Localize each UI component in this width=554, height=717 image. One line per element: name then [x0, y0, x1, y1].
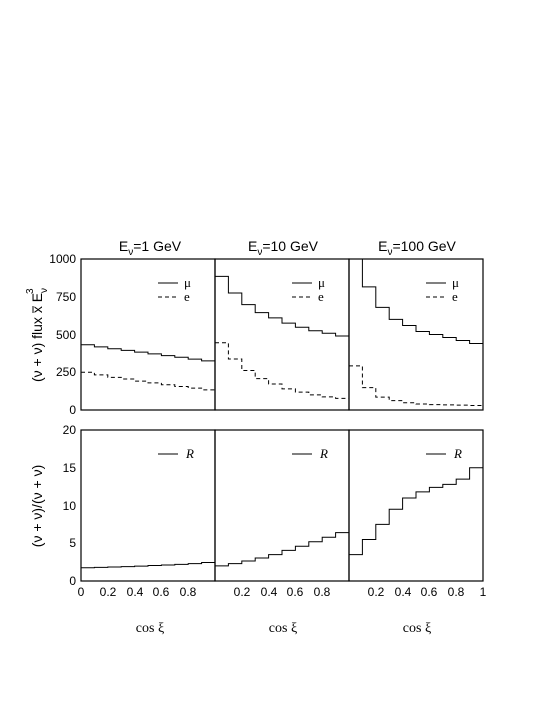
x-tick-label: 0.2	[368, 585, 385, 599]
frame-top-3	[348, 258, 484, 411]
x-tick-label: 0.6	[421, 585, 438, 599]
frame-bottom-1	[80, 429, 216, 582]
x-tick-label: 0.8	[448, 585, 465, 599]
x-tick-label: 0.2	[234, 585, 251, 599]
y-axis-label-top: (ν + ν) flux x Eν3	[25, 288, 50, 382]
y-tick-label: 1000	[49, 252, 76, 266]
frame-bottom-2	[214, 429, 350, 582]
plot-area-top-2	[215, 275, 350, 400]
series-line-μ	[349, 258, 484, 345]
series-line-μ	[81, 344, 216, 362]
x-tick-label: 0.8	[314, 585, 331, 599]
x-axis-label-2: cos ξ	[269, 621, 297, 636]
panel-title-1: Eν=1 GeV	[119, 238, 182, 258]
x-tick-label: 0.4	[127, 585, 144, 599]
y-tick-label: 0	[69, 574, 76, 588]
x-tick-label: 0.4	[395, 585, 412, 599]
legend-top-3: μ e	[426, 275, 459, 304]
panel-title-3: Eν=100 GeV	[378, 238, 456, 258]
legend-label-e: e	[452, 289, 458, 304]
y-tick-label: 20	[63, 423, 77, 437]
y-tick-label: 250	[56, 365, 76, 379]
series-line-R	[215, 531, 350, 567]
plot-area-top-1	[81, 344, 216, 391]
x-axis-label-3: cos ξ	[403, 621, 431, 636]
x-ticks-panel-1: 0 0.2 0.4 0.6 0.8	[78, 585, 197, 599]
legend-label-mu: μ	[318, 275, 325, 290]
x-ticks-panel-3: 0.2 0.4 0.6 0.8 1	[368, 585, 487, 599]
legend-label-e: e	[184, 289, 190, 304]
plot-area-top-3	[349, 258, 484, 406]
frame-top-2	[214, 258, 350, 411]
frame-top-1	[80, 258, 216, 411]
x-tick-label: 1	[480, 585, 487, 599]
y-tick-label: 5	[69, 536, 76, 550]
x-tick-label: 0.2	[100, 585, 117, 599]
y-tick-label: 10	[63, 499, 77, 513]
x-tick-label: 0.6	[287, 585, 304, 599]
plot-area-bottom-2	[215, 531, 350, 567]
frame-bottom-3	[348, 429, 484, 582]
y-tick-label: 15	[63, 461, 77, 475]
legend-label-e: e	[318, 289, 324, 304]
series-line-e	[349, 365, 484, 406]
legend-label-mu: μ	[184, 275, 191, 290]
legend-bottom-1: R	[158, 446, 194, 461]
legend-top-2: μ e	[292, 275, 325, 304]
plot-area-bottom-1	[81, 562, 216, 569]
panel-title-2: Eν=10 GeV	[248, 238, 319, 258]
series-line-e	[81, 371, 216, 391]
plot-area-bottom-3	[349, 467, 483, 556]
y-ticks-bottom: 0 5 10 15 20	[63, 423, 77, 588]
legend-bottom-3: R	[426, 446, 462, 461]
legend-label-r: R	[453, 446, 462, 461]
legend-label-mu: μ	[452, 275, 459, 290]
series-line-R	[349, 467, 483, 556]
frames	[80, 258, 484, 582]
series-line-e	[215, 342, 350, 400]
x-tick-label: 0.6	[153, 585, 170, 599]
y-tick-label: 750	[56, 290, 76, 304]
x-ticks-panel-2: 0.2 0.4 0.6 0.8	[234, 585, 331, 599]
legend-label-r: R	[185, 446, 194, 461]
y-axis-label-bottom: (ν + ν)/(ν + ν)	[29, 465, 45, 547]
legend-label-r: R	[319, 446, 328, 461]
y-tick-label: 0	[69, 403, 76, 417]
x-axis-label-1: cos ξ	[136, 621, 164, 636]
y-ticks-top: 0 250 500 750 1000	[49, 252, 76, 417]
x-tick-label: 0	[78, 585, 85, 599]
legend-top-1: μ e	[158, 275, 191, 304]
legend-bottom-2: R	[292, 446, 328, 461]
y-tick-label: 500	[56, 328, 76, 342]
series-line-R	[81, 562, 216, 569]
x-tick-label: 0.4	[261, 585, 278, 599]
x-tick-label: 0.8	[180, 585, 197, 599]
series-line-μ	[215, 275, 350, 337]
